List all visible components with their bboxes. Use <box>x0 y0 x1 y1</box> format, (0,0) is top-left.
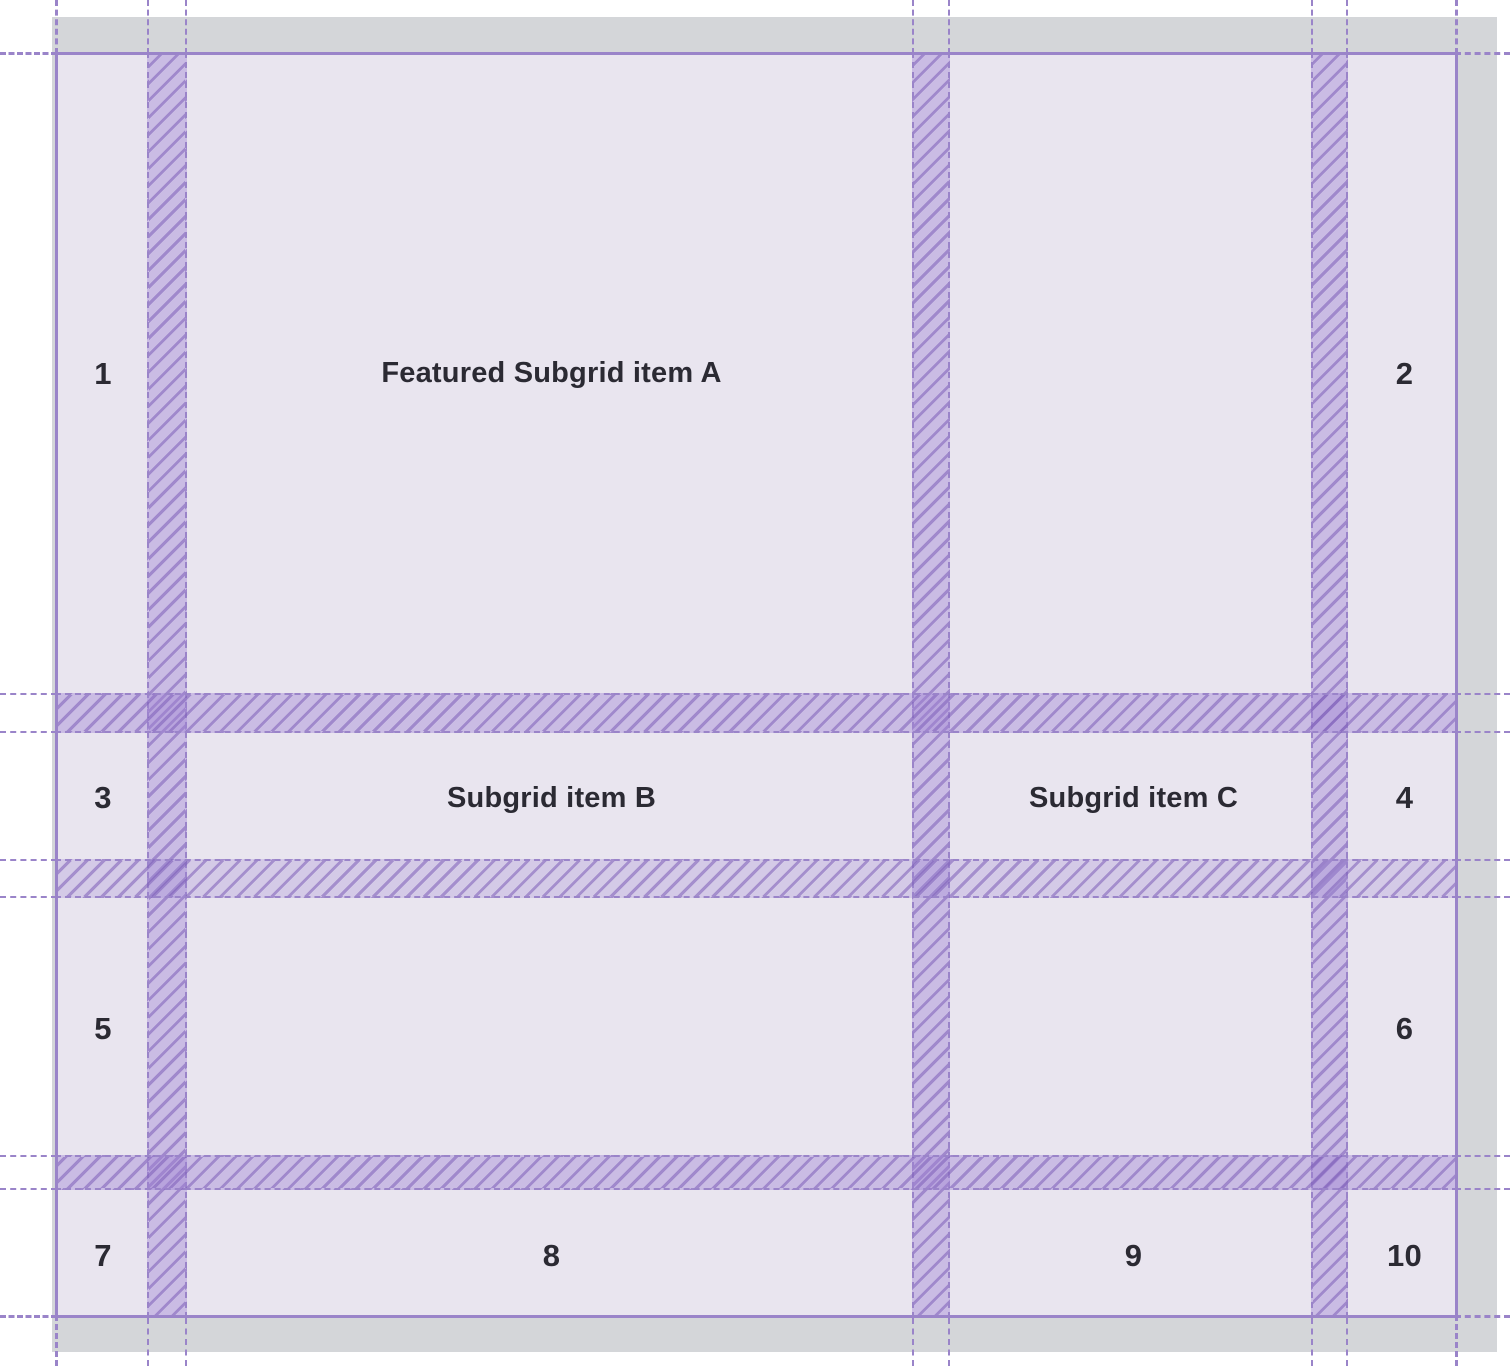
grid-container: 1 Featured Subgrid item A 2 3 Subgrid it… <box>55 52 1458 1318</box>
grid-extension-line-rowgap2-bottom-left <box>0 896 57 898</box>
grid-item-b-overflow-cell[interactable] <box>189 902 914 1155</box>
grid-extension-line-rowgap2-top-left <box>0 859 57 861</box>
grid-extension-line-rowgap3-bottom-left <box>0 1188 57 1190</box>
grid-extension-line-rowgap3-top-left <box>0 1155 57 1157</box>
grid-item-1[interactable]: 1 <box>57 54 149 693</box>
grid-item-9[interactable]: 9 <box>954 1196 1313 1316</box>
grid-item-label: 7 <box>94 1238 112 1273</box>
grid-item-label: 10 <box>1387 1238 1422 1273</box>
grid-extension-line-top-left <box>0 52 57 55</box>
grid-item-label: Subgrid item C <box>1028 781 1239 814</box>
grid-item-3[interactable]: 3 <box>57 735 149 861</box>
grid-item-a-overflow-cell[interactable] <box>954 54 1313 693</box>
grid-item-10[interactable]: 10 <box>1353 1196 1456 1316</box>
grid-item-label: 8 <box>542 1238 561 1273</box>
grid-item-5[interactable]: 5 <box>57 902 149 1155</box>
grid-item-6[interactable]: 6 <box>1353 902 1456 1155</box>
grid-item-featured-subgrid-a[interactable]: Featured Subgrid item A <box>189 54 914 693</box>
grid-item-label: 1 <box>94 355 112 391</box>
grid-item-label: Featured Subgrid item A <box>381 357 722 389</box>
grid-item-7[interactable]: 7 <box>57 1196 149 1316</box>
grid-extension-line-bottom-left <box>0 1315 57 1318</box>
grid-item-label: 6 <box>1395 1010 1414 1046</box>
grid-extension-line-rowgap1-top-left <box>0 693 57 695</box>
grid-item-4[interactable]: 4 <box>1353 735 1456 861</box>
grid-item-label: 4 <box>1395 780 1414 815</box>
grid-item-subgrid-c[interactable]: Subgrid item C <box>954 735 1313 861</box>
grid-item-8[interactable]: 8 <box>189 1196 914 1316</box>
grid-item-2[interactable]: 2 <box>1353 54 1456 693</box>
grid-item-label: 9 <box>1124 1238 1143 1273</box>
grid-item-label: 2 <box>1395 355 1414 391</box>
grid-item-label: 5 <box>94 1010 112 1046</box>
grid-item-label: Subgrid item B <box>446 781 657 814</box>
grid-item-label: 3 <box>94 780 112 815</box>
grid-extension-line-rowgap1-bottom-left <box>0 731 57 733</box>
grid-item-subgrid-b[interactable]: Subgrid item B <box>189 735 914 861</box>
grid-item-c-overflow-cell[interactable] <box>954 902 1313 1155</box>
